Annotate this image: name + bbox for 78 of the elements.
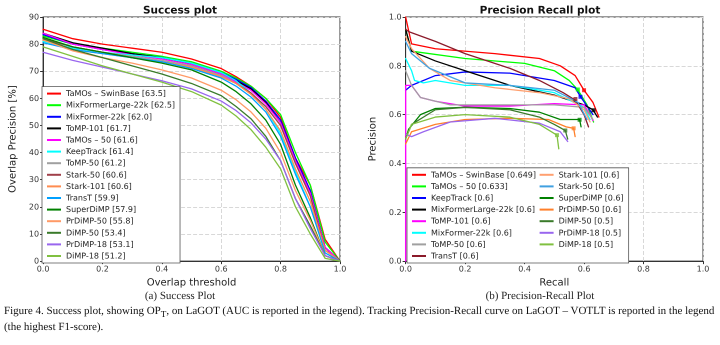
- point: [578, 118, 582, 122]
- point: [578, 94, 582, 99]
- point: [573, 97, 578, 102]
- legend-label: KeepTrack [61.4]: [66, 147, 134, 156]
- y-tick-label: 50: [28, 120, 40, 130]
- legend-label: TransT [0.6]: [430, 252, 479, 260]
- x-tick-label: 0.8: [637, 264, 650, 274]
- legend-label: TaMOs – 50 [61.6]: [65, 136, 138, 144]
- legend-label: SuperDiMP [0.6]: [558, 194, 624, 202]
- y-tick-label: 0.6: [388, 110, 402, 120]
- x-tick-label: 0.0: [399, 264, 412, 274]
- x-tick-label: 1.0: [696, 264, 710, 274]
- y-tick-label: 60: [28, 94, 40, 103]
- x-tick-label: 0.2: [458, 264, 472, 274]
- line-series: [404, 114, 560, 150]
- x-tick-label: 0.6: [578, 264, 590, 274]
- y-tick-label: 90: [28, 12, 40, 22]
- legend-label: ToMP-50 [61.2]: [65, 158, 126, 168]
- legend-label: TransT [59.9]: [65, 194, 119, 202]
- y-tick-label: 40: [28, 148, 40, 158]
- y-tick-label: 0.8: [388, 61, 402, 70]
- y-axis-title: Precision: [368, 116, 378, 162]
- legend-label: MixFormerLarge-22k [62.5]: [66, 100, 176, 110]
- legend-label: DiMP-18 [51.2]: [66, 252, 126, 260]
- x-tick-label: 0.2: [96, 264, 109, 274]
- point: [576, 88, 580, 92]
- chart-title: Precision Recall plot: [480, 4, 600, 16]
- legend-label: PrDiMP-18 [0.5]: [558, 228, 622, 238]
- point: [572, 126, 576, 130]
- legend-label: MixFormerLarge-22k [0.6]: [431, 205, 535, 214]
- y-tick-label: 0.0: [388, 256, 402, 266]
- x-axis-title: Recall: [539, 278, 570, 288]
- x-tick-label: 0.4: [155, 264, 168, 274]
- point: [582, 88, 586, 92]
- legend-label: DiMP-50 [0.5]: [558, 216, 614, 226]
- x-tick-label: 0.0: [36, 264, 50, 274]
- point: [563, 128, 568, 133]
- point: [554, 133, 559, 138]
- y-tick-label: 0: [34, 256, 40, 266]
- y-axis-title: Overlap Precision [%]: [8, 85, 18, 193]
- y-tick-label: 80: [28, 40, 40, 49]
- y-tick-label: 30: [28, 175, 40, 184]
- y-tick-label: 20: [28, 202, 40, 212]
- legend-label: SuperDiMP [57.9]: [66, 205, 136, 214]
- legend-label: KeepTrack [0.6]: [431, 194, 494, 202]
- legend-label: PrDiMP-50 [55.8]: [66, 216, 134, 226]
- legend-label: PrDiMP-18 [53.1]: [66, 240, 134, 249]
- point: [592, 108, 596, 112]
- x-tick-label: 1.0: [334, 264, 346, 274]
- legend-label: MixFormer-22k [62.0]: [66, 112, 152, 122]
- legend-label: TaMOs – 50 [0.633]: [430, 182, 508, 191]
- legend-label: ToMP-101 [61.7]: [65, 124, 131, 133]
- legend-label: Stark-101 [0.6]: [558, 170, 620, 180]
- legend-label: MixFormer-22k [0.6]: [431, 228, 512, 238]
- text: (a) Success Plot: [144, 290, 216, 302]
- y-tick-label: 10: [28, 229, 40, 238]
- text: (b) Precision-Recall Plot: [484, 290, 596, 302]
- legend-label: Stark-50 [60.6]: [66, 170, 127, 180]
- legend-label: TaMOs – SwinBase [0.649]: [430, 170, 536, 180]
- y-tick-label: 0.2: [388, 208, 402, 217]
- y-tick-label: 1.0: [388, 12, 402, 22]
- x-tick-label: 0.4: [518, 264, 531, 274]
- y-tick-label: 0.4: [388, 158, 402, 168]
- chart-title: Success plot: [142, 4, 218, 16]
- legend-label: ToMP-101 [0.6]: [430, 216, 491, 226]
- x-tick-label: 0.6: [214, 264, 228, 274]
- x-axis-title: Overlap threshold: [146, 278, 236, 288]
- legend-label: DiMP-50 [53.4]: [66, 228, 126, 238]
- legend-label: Stark-50 [0.6]: [558, 182, 614, 191]
- legend-label: TaMOs – SwinBase [63.5]: [65, 89, 166, 98]
- text: Figure 4. Success plot, showing OP$_{T}$, on LaGOT (AUC is reported in the legend). Tracking Precision-Recall curve on LaGOT – VOTLT is reported in the legend (the highest F1-score).: [4, 305, 714, 334]
- legend-label: PrDiMP-50 [0.6]: [558, 205, 622, 214]
- legend-label: DiMP-18 [0.5]: [558, 240, 614, 249]
- legend-label: Stark-101 [60.6]: [66, 182, 132, 191]
- line-series: [404, 58, 591, 120]
- y-tick-label: 70: [28, 66, 40, 76]
- x-tick-label: 0.8: [274, 264, 287, 274]
- legend-label: ToMP-50 [0.6]: [430, 240, 486, 249]
